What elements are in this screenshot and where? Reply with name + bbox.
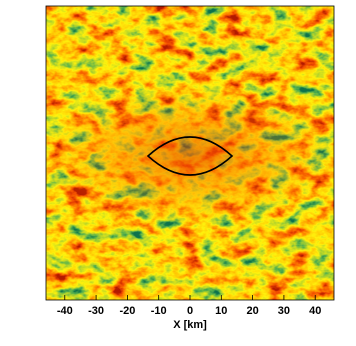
x-tick-label: -40 <box>57 305 73 317</box>
x-tick-label: 30 <box>278 305 290 317</box>
x-tick-label: -20 <box>119 305 135 317</box>
x-tick-label: 10 <box>215 305 227 317</box>
x-tick-label: 40 <box>309 305 321 317</box>
x-tick-label: 0 <box>187 305 193 317</box>
field-image <box>46 6 334 300</box>
x-axis-label: X [km] <box>173 319 207 331</box>
x-tick-label: 20 <box>246 305 258 317</box>
x-tick-label: -10 <box>151 305 167 317</box>
x-tick-label: -30 <box>88 305 104 317</box>
